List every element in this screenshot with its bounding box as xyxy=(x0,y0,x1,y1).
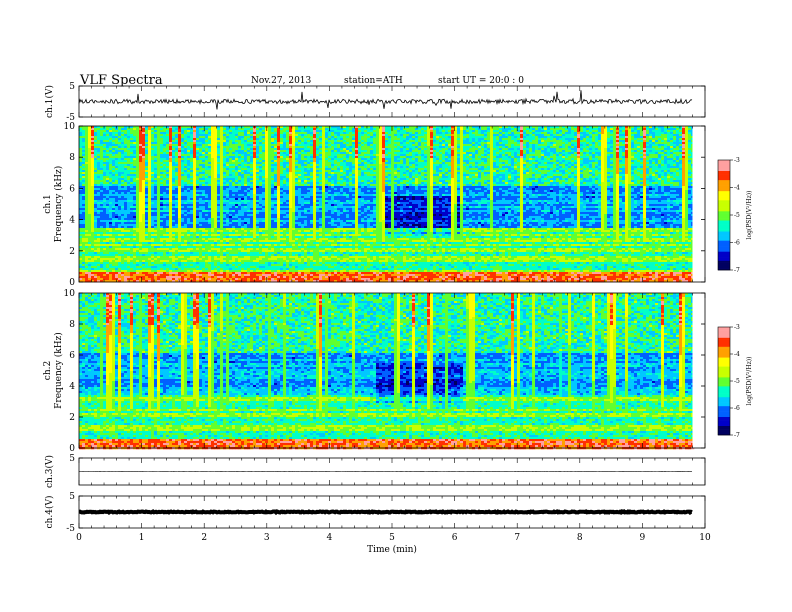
y-tick-label: 4 xyxy=(69,382,75,392)
y-tick-label: 5 xyxy=(69,82,75,92)
y-axis-label: ch.1 xyxy=(43,194,53,213)
x-tick-label: 10 xyxy=(699,533,711,543)
spectrogram-ch2 xyxy=(79,293,695,450)
y-tick-label: 2 xyxy=(69,247,75,257)
colorbar-tick-label: -6 xyxy=(734,240,740,247)
start-time-label: start UT = 20:0 : 0 xyxy=(438,76,524,86)
y-axis-label: Frequency (kHz) xyxy=(53,332,64,409)
station-label: station=ATH xyxy=(344,76,403,86)
y-tick-label: 0 xyxy=(69,444,75,454)
x-tick-label: 7 xyxy=(514,533,520,543)
figure-title: VLF Spectra xyxy=(79,73,163,88)
y-tick-label: 5 xyxy=(69,454,75,464)
x-tick-label: 9 xyxy=(640,533,646,543)
panel-2: 0 2 4 6 8 10 ch.1 Frequency (kHz) xyxy=(43,122,706,288)
x-axis-label: Time (min) xyxy=(367,544,417,555)
x-tick-label: 2 xyxy=(201,533,207,543)
y-tick-label: -5 xyxy=(66,113,75,123)
panel-1: 5 -5 ch.1(V) xyxy=(44,82,706,123)
x-tick-label: 6 xyxy=(452,533,458,543)
y-tick-label: 8 xyxy=(69,153,75,163)
panel-3: 0 2 4 6 8 10 ch.2 Frequency (kHz) xyxy=(43,289,706,454)
x-axis: 0 1 2 3 4 5 6 7 8 9 10 Time (min) xyxy=(76,533,711,555)
date-label: Nov.27, 2013 xyxy=(251,76,312,86)
colorbar-tick-label: -5 xyxy=(734,378,740,385)
y-tick-label: 6 xyxy=(69,184,75,194)
x-tick-label: 5 xyxy=(389,533,395,543)
waveform-ch1 xyxy=(78,90,693,110)
y-axis-label: Frequency (kHz) xyxy=(53,166,64,243)
y-tick-label: 6 xyxy=(69,351,75,361)
colorbar-tick-label: -3 xyxy=(734,324,740,331)
colorbar-label: log(PSD(V²/Hz)) xyxy=(746,357,753,406)
colorbar-ch2: -3 -4 -5 -6 -7 log(PSD(V²/Hz)) xyxy=(717,324,753,439)
colorbars: -3 -4 -5 -6 -7 log(PSD(V²/Hz)) -3 -4 -5 -6 -7 log(P… xyxy=(717,157,753,439)
y-tick-label: 2 xyxy=(69,413,75,423)
colorbar-tick-label: -7 xyxy=(734,267,740,274)
x-tick-label: 0 xyxy=(76,533,82,543)
y-tick-label: 4 xyxy=(69,216,75,226)
colorbar-tick-label: -3 xyxy=(734,157,740,164)
colorbar-tick-label: -6 xyxy=(734,405,740,412)
colorbar-tick-label: -5 xyxy=(734,212,740,219)
y-axis-label: ch.4(V) xyxy=(44,496,55,529)
x-tick-label: 4 xyxy=(327,533,333,543)
panel-4: 5 ch.3(V) xyxy=(44,454,706,488)
waveform-ch4 xyxy=(78,509,693,516)
y-tick-label: 10 xyxy=(64,289,76,299)
y-axis-label: ch.1(V) xyxy=(44,85,55,118)
x-tick-label: 3 xyxy=(264,533,270,543)
colorbar-ch1: -3 -4 -5 -6 -7 log(PSD(V²/Hz)) xyxy=(717,157,753,274)
y-axis-label: ch.2 xyxy=(43,361,53,380)
colorbar-tick-label: -7 xyxy=(734,432,740,439)
colorbar-tick-label: -4 xyxy=(734,351,740,358)
x-tick-label: 1 xyxy=(139,533,145,543)
y-tick-label: 0 xyxy=(69,278,75,288)
x-tick-label: 8 xyxy=(577,533,583,543)
y-tick-label: 8 xyxy=(69,320,75,330)
y-tick-label: 5 xyxy=(69,492,75,502)
y-axis-label: ch.3(V) xyxy=(44,455,55,488)
spectrogram-ch1 xyxy=(79,126,695,283)
colorbar-label: log(PSD(V²/Hz)) xyxy=(746,191,753,240)
colorbar-tick-label: -4 xyxy=(734,185,740,192)
y-tick-label: 10 xyxy=(64,122,76,132)
panel-5: 5 -5 ch.4(V) xyxy=(44,492,706,534)
y-tick-label: -5 xyxy=(66,524,75,534)
